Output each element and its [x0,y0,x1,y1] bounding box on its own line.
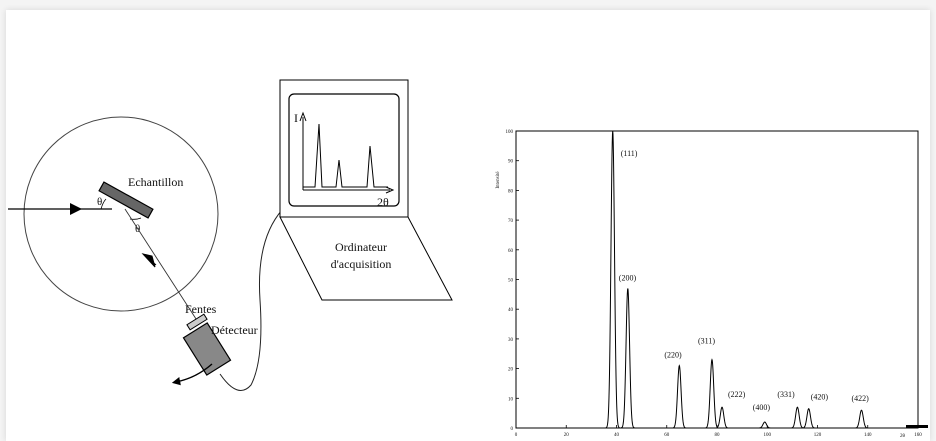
computer-screen [288,93,400,207]
peak-labels: (111) (200) (220) (311) (222) (400) (331) (420)… [619,149,869,412]
x-ticks: 0 20 40 60 80 100 120 140 160 [515,425,922,438]
diffracted-arrow-icon [141,253,157,268]
computer-label-line1: Ordinateur [335,240,387,254]
screen-x-arrow-icon [385,186,395,194]
computer-keyboard [279,216,453,301]
y-tick-label: 100 [506,130,514,135]
theta-reflected-arc [129,217,142,220]
peak-label: (422) [851,394,869,403]
diffraction-pattern-line [516,130,918,429]
x-tick-label: 120 [814,433,822,438]
goniometer-circle [23,116,219,312]
peak-label: (420) [811,393,829,402]
detector-cable [219,209,283,391]
y-tick-label: 60 [508,249,514,254]
figure-canvas: Echantillon θ θ Fentes Détecteur [8,79,928,439]
x-extra-tick-label: 2θ [900,434,906,439]
slits-label: Fentes [185,302,217,316]
x-tick-label: 80 [715,433,721,438]
screen-y-arrow-icon [299,111,307,122]
acquisition-computer: I 2θ Ordinateur d'acquisition [279,79,453,301]
peak-label: (400) [753,403,771,412]
y-tick-label: 80 [508,189,514,194]
y-tick-label: 40 [508,308,514,313]
y-tick-label: 30 [508,338,514,343]
slits [186,313,208,331]
diffraction-chart: Intensité 0 10 20 30 40 50 60 70 80 90 100 0 20 40 60… [496,130,928,439]
x-tick-label: 140 [864,433,872,438]
figure-sheet: Echantillon θ θ Fentes Détecteur [6,10,930,441]
x-tick-label: 0 [515,433,518,438]
detector-label: Détecteur [211,323,258,337]
x-tick-label: 60 [664,433,670,438]
theta-incident-arc [100,198,107,210]
computer-label-line2: d'acquisition [331,257,392,271]
y-tick-label: 20 [508,368,514,373]
sample-label: Echantillon [128,175,183,189]
x-tick-label: 100 [764,433,772,438]
y-tick-label: 70 [508,219,514,224]
diffracted-beam [124,208,199,323]
detector-rotation-arrow-icon [171,363,213,386]
y-axis-label: Intensité [496,171,501,189]
screen-pattern [303,123,388,188]
x-tick-label: 40 [614,433,620,438]
y-ticks: 0 10 20 30 40 50 60 70 80 90 100 [506,130,519,432]
axis-end-bar [906,425,928,428]
y-tick-label: 50 [508,279,514,284]
detector [182,322,232,376]
chart-frame [515,130,919,429]
x-tick-label: 20 [564,433,570,438]
y-tick-label: 10 [508,397,514,402]
y-tick-label: 90 [508,160,514,165]
diffractometer-diagram: Echantillon θ θ Fentes Détecteur [8,79,453,391]
screen-y-label: I [294,111,298,125]
peak-label: (220) [664,351,682,360]
peak-label: (331) [777,390,795,399]
screen-x-label: 2θ [377,195,389,209]
peak-label: (111) [621,149,638,158]
y-tick-label: 0 [511,427,514,432]
incident-arrow-icon [70,203,82,215]
peak-label: (222) [728,390,746,399]
x-tick-label: 160 [914,433,922,438]
theta-incident-label: θ [97,196,102,208]
peak-label: (311) [698,337,715,346]
peak-label: (200) [619,273,637,282]
sample [98,181,154,219]
